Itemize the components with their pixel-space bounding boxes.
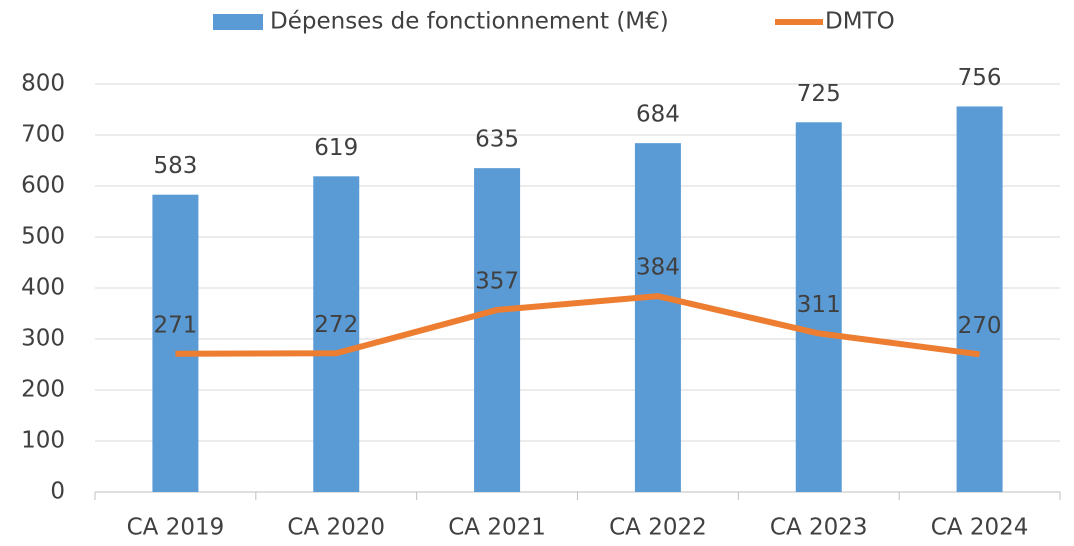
y-tick-label: 800 <box>21 71 65 97</box>
bar-value-label: 583 <box>153 153 197 179</box>
x-tick-label: CA 2022 <box>609 515 707 541</box>
bar-value-label: 756 <box>958 65 1002 91</box>
line-value-label: 271 <box>153 312 197 338</box>
line <box>175 293 980 358</box>
bar <box>956 106 1003 492</box>
y-tick-label: 0 <box>50 479 65 505</box>
y-tick-label: 500 <box>21 224 65 250</box>
bar-value-label: 635 <box>475 127 519 153</box>
bar-value-label: 725 <box>797 81 841 107</box>
bar-value-label: 684 <box>636 102 680 128</box>
bar <box>795 122 842 492</box>
x-tick-label: CA 2020 <box>287 515 385 541</box>
x-tick-label: CA 2024 <box>931 515 1029 541</box>
line-value-label: 357 <box>475 268 519 294</box>
x-tick-label: CA 2019 <box>127 515 225 541</box>
legend-swatch <box>213 14 263 30</box>
legend-label: DMTO <box>825 9 895 35</box>
x-tick-label: CA 2023 <box>770 515 868 541</box>
y-tick-label: 300 <box>21 326 65 352</box>
line-value-label: 384 <box>636 255 680 281</box>
line-value-label: 270 <box>958 313 1002 339</box>
line-value-label: 272 <box>314 312 358 338</box>
legend-label: Dépenses de fonctionnement (M€) <box>270 9 669 35</box>
x-tick-label: CA 2021 <box>448 515 546 541</box>
y-tick-label: 100 <box>21 428 65 454</box>
bar <box>474 168 521 492</box>
bar <box>152 194 199 493</box>
y-tick-label: 400 <box>21 275 65 301</box>
bar <box>634 143 681 492</box>
bar <box>313 176 360 492</box>
bar-value-label: 619 <box>314 135 358 161</box>
y-tick-label: 200 <box>21 377 65 403</box>
y-tick-label: 600 <box>21 173 65 199</box>
line-value-label: 311 <box>797 292 841 318</box>
y-tick-label: 700 <box>21 122 65 148</box>
